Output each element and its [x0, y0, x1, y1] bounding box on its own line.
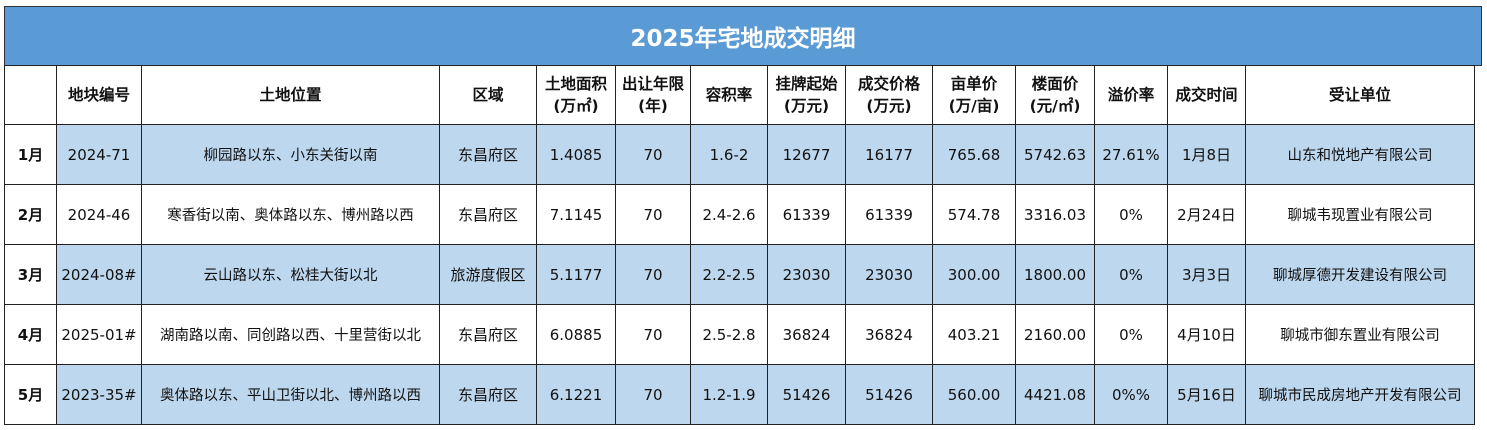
floor-price-cell[interactable]: 3316.03 [1015, 184, 1095, 245]
location-cell[interactable]: 湖南路以南、同创路以西、十里营街以北 [141, 304, 440, 365]
area-cell[interactable]: 6.0885 [536, 304, 616, 365]
header-cell-floor-price[interactable]: 楼面价 (元/㎡) [1015, 65, 1095, 125]
deal-price-cell[interactable]: 51426 [845, 364, 933, 425]
header-cell-district[interactable]: 区域 [439, 65, 537, 125]
header-cell-price[interactable]: 成交价格 (万元) [845, 65, 933, 125]
term-cell[interactable]: 70 [615, 124, 691, 185]
district-cell[interactable]: 东昌府区 [439, 364, 537, 425]
month-cell[interactable]: 3月 [4, 244, 57, 305]
area-cell[interactable]: 1.4085 [536, 124, 616, 185]
premium-cell[interactable]: 0%% [1094, 364, 1168, 425]
far-cell[interactable]: 2.4-2.6 [690, 184, 768, 245]
premium-cell[interactable]: 0% [1094, 304, 1168, 365]
header-cell-date[interactable]: 成交时间 [1167, 65, 1246, 125]
far-cell[interactable]: 2.2-2.5 [690, 244, 768, 305]
plot-cell[interactable]: 2023-35# [56, 364, 142, 425]
floor-price-cell[interactable]: 2160.00 [1015, 304, 1095, 365]
deal-price-cell[interactable]: 61339 [845, 184, 933, 245]
land-deals-table: 地块编号 土地位置 区域 土地面积 (万㎡) 出让年限 (年) 容积率 挂牌起始 (万… [4, 65, 1475, 425]
buyer-cell[interactable]: 聊城市御东置业有限公司 [1245, 304, 1475, 365]
buyer-cell[interactable]: 聊城韦现置业有限公司 [1245, 184, 1475, 245]
table-row: 4月 2025-01# 湖南路以南、同创路以西、十里营街以北 东昌府区 6.08… [4, 304, 1475, 365]
district-cell[interactable]: 东昌府区 [439, 304, 537, 365]
header-cell-premium[interactable]: 溢价率 [1094, 65, 1168, 125]
buyer-cell[interactable]: 聊城厚德开发建设有限公司 [1245, 244, 1475, 305]
mu-price-cell[interactable]: 403.21 [932, 304, 1016, 365]
buyer-cell[interactable]: 山东和悦地产有限公司 [1245, 124, 1475, 185]
table-row: 3月 2024-08# 云山路以东、松桂大街以北 旅游度假区 5.1177 70… [4, 244, 1475, 305]
header-cell-buyer[interactable]: 受让单位 [1245, 65, 1475, 125]
header-cell-start[interactable]: 挂牌起始 (万元) [767, 65, 846, 125]
term-cell[interactable]: 70 [615, 244, 691, 305]
header-row: 地块编号 土地位置 区域 土地面积 (万㎡) 出让年限 (年) 容积率 挂牌起始 (万… [4, 65, 1475, 125]
table-row: 2月 2024-46 寒香街以南、奥体路以东、博州路以西 东昌府区 7.1145… [4, 184, 1475, 245]
start-price-cell[interactable]: 51426 [767, 364, 846, 425]
far-cell[interactable]: 1.2-1.9 [690, 364, 768, 425]
date-cell[interactable]: 3月3日 [1167, 244, 1246, 305]
premium-cell[interactable]: 27.61% [1094, 124, 1168, 185]
floor-price-cell[interactable]: 1800.00 [1015, 244, 1095, 305]
term-cell[interactable]: 70 [615, 364, 691, 425]
date-cell[interactable]: 2月24日 [1167, 184, 1246, 245]
header-cell-far[interactable]: 容积率 [690, 65, 768, 125]
header-cell-blank[interactable] [4, 65, 57, 125]
start-price-cell[interactable]: 12677 [767, 124, 846, 185]
start-price-cell[interactable]: 36824 [767, 304, 846, 365]
table-row: 1月 2024-71 柳园路以东、小东关街以南 东昌府区 1.4085 70 1… [4, 124, 1475, 185]
area-cell[interactable]: 7.1145 [536, 184, 616, 245]
term-cell[interactable]: 70 [615, 184, 691, 245]
month-cell[interactable]: 5月 [4, 364, 57, 425]
deal-price-cell[interactable]: 23030 [845, 244, 933, 305]
buyer-cell[interactable]: 聊城市民成房地产开发有限公司 [1245, 364, 1475, 425]
location-cell[interactable]: 柳园路以东、小东关街以南 [141, 124, 440, 185]
mu-price-cell[interactable]: 574.78 [932, 184, 1016, 245]
table-title[interactable]: 2025年宅地成交明细 [4, 6, 1482, 66]
area-cell[interactable]: 5.1177 [536, 244, 616, 305]
location-cell[interactable]: 云山路以东、松桂大街以北 [141, 244, 440, 305]
header-cell-plot[interactable]: 地块编号 [56, 65, 142, 125]
month-cell[interactable]: 1月 [4, 124, 57, 185]
table-row: 5月 2023-35# 奥体路以东、平山卫街以北、博州路以西 东昌府区 6.12… [4, 364, 1475, 425]
date-cell[interactable]: 4月10日 [1167, 304, 1246, 365]
area-cell[interactable]: 6.1221 [536, 364, 616, 425]
mu-price-cell[interactable]: 560.00 [932, 364, 1016, 425]
location-cell[interactable]: 寒香街以南、奥体路以东、博州路以西 [141, 184, 440, 245]
month-cell[interactable]: 2月 [4, 184, 57, 245]
district-cell[interactable]: 旅游度假区 [439, 244, 537, 305]
premium-cell[interactable]: 0% [1094, 244, 1168, 305]
date-cell[interactable]: 5月16日 [1167, 364, 1246, 425]
header-cell-mu-price[interactable]: 亩单价 (万/亩) [932, 65, 1016, 125]
plot-cell[interactable]: 2025-01# [56, 304, 142, 365]
mu-price-cell[interactable]: 765.68 [932, 124, 1016, 185]
start-price-cell[interactable]: 23030 [767, 244, 846, 305]
term-cell[interactable]: 70 [615, 304, 691, 365]
plot-cell[interactable]: 2024-71 [56, 124, 142, 185]
start-price-cell[interactable]: 61339 [767, 184, 846, 245]
district-cell[interactable]: 东昌府区 [439, 184, 537, 245]
far-cell[interactable]: 1.6-2 [690, 124, 768, 185]
floor-price-cell[interactable]: 4421.08 [1015, 364, 1095, 425]
far-cell[interactable]: 2.5-2.8 [690, 304, 768, 365]
date-cell[interactable]: 1月8日 [1167, 124, 1246, 185]
deal-price-cell[interactable]: 16177 [845, 124, 933, 185]
floor-price-cell[interactable]: 5742.63 [1015, 124, 1095, 185]
district-cell[interactable]: 东昌府区 [439, 124, 537, 185]
month-cell[interactable]: 4月 [4, 304, 57, 365]
plot-cell[interactable]: 2024-46 [56, 184, 142, 245]
mu-price-cell[interactable]: 300.00 [932, 244, 1016, 305]
plot-cell[interactable]: 2024-08# [56, 244, 142, 305]
header-cell-area[interactable]: 土地面积 (万㎡) [536, 65, 616, 125]
header-cell-term[interactable]: 出让年限 (年) [615, 65, 691, 125]
deal-price-cell[interactable]: 36824 [845, 304, 933, 365]
premium-cell[interactable]: 0% [1094, 184, 1168, 245]
location-cell[interactable]: 奥体路以东、平山卫街以北、博州路以西 [141, 364, 440, 425]
header-cell-location[interactable]: 土地位置 [141, 65, 440, 125]
